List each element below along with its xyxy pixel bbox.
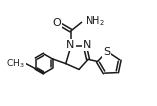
Text: CH$_3$: CH$_3$ (6, 57, 25, 70)
Text: N: N (83, 40, 91, 50)
Text: S: S (103, 47, 111, 57)
Text: N: N (66, 40, 75, 50)
Text: NH$_2$: NH$_2$ (85, 14, 105, 28)
Text: O: O (53, 18, 61, 28)
